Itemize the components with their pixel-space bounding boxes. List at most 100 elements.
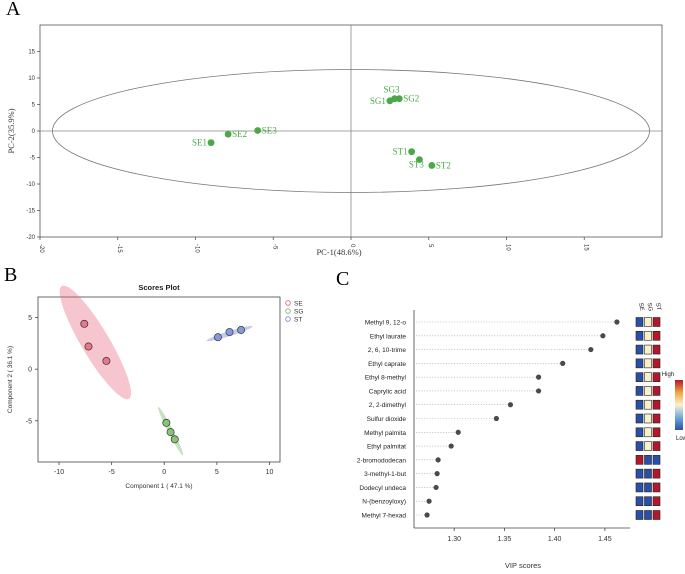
feature-label: Methyl 7-hexad: [362, 513, 407, 520]
legend-marker: [285, 308, 291, 314]
x-tick-label: -5: [109, 469, 115, 476]
heatmap-cell: [644, 455, 652, 465]
feature-label: Caprylic acid: [369, 388, 407, 395]
data-point: [166, 428, 175, 437]
x-tick-label: -15: [116, 244, 122, 253]
heatmap-cell: [652, 413, 661, 424]
panel-label-b: B: [4, 264, 18, 286]
data-point: [207, 139, 215, 147]
heatmap-cell: [652, 358, 661, 369]
data-point: [416, 156, 423, 164]
heatmap-cell: [635, 482, 644, 493]
feature-label: Dodecyl undeca: [359, 485, 406, 492]
data-point: [254, 127, 262, 134]
data-point: [102, 356, 111, 365]
point-label: SE3: [262, 125, 278, 135]
data-point: [391, 95, 398, 103]
vip-point: [448, 443, 454, 449]
heatmap-cell: [652, 441, 661, 451]
feature-label: 2, 2-dimethyl: [369, 402, 407, 409]
x-tick-label: -20: [38, 244, 44, 253]
heatmap-cell: [635, 372, 644, 382]
heatmap-cell: [644, 317, 652, 327]
heatmap-cell: [644, 510, 652, 520]
heatmap-cell: [644, 386, 652, 396]
point-label: ST3: [409, 160, 425, 170]
heatmap-cell: [644, 358, 652, 369]
colorbar-low-label: Low: [676, 436, 685, 442]
x-tick-label: 0: [349, 244, 355, 248]
heatmap-cell: [652, 510, 661, 520]
heatmap-cell: [644, 482, 652, 493]
x-tick-label: 1.30: [447, 536, 461, 543]
feature-label: Methyl palmita: [364, 430, 406, 437]
feature-label: Ethyl caprate: [368, 361, 406, 368]
data-point: [170, 435, 179, 444]
legend-marker: [285, 316, 291, 322]
point-label: ST1: [393, 147, 408, 157]
y-tick-label: 5: [32, 103, 36, 109]
vip-point: [507, 402, 514, 408]
x-tick-label: -10: [194, 244, 200, 253]
point-label: SE1: [192, 138, 207, 148]
x-tick-label: 10: [505, 244, 511, 251]
heatmap-cell: [652, 482, 661, 493]
data-point: [84, 342, 93, 351]
x-tick-label: 5: [427, 244, 433, 248]
heatmap-cell: [635, 413, 644, 424]
vip-point: [424, 512, 430, 518]
heatmap-cell: [652, 330, 661, 341]
point-label: SG2: [403, 94, 419, 104]
data-point: [224, 130, 232, 138]
group-ellipse-se: [59, 285, 131, 400]
x-axis-label: PC-1(48.6%): [316, 247, 361, 257]
heatmap-cell: [635, 441, 644, 451]
panel-label-a: A: [6, 0, 21, 20]
heatmap-cell: [644, 468, 652, 479]
heatmap-column-label: SG: [646, 302, 653, 312]
heatmap-cell: [635, 386, 644, 396]
legend-marker: [285, 300, 291, 306]
y-tick-label: 5: [28, 315, 32, 322]
x-tick-label: -10: [54, 469, 64, 476]
y-tick-label: -15: [26, 209, 35, 215]
vip-point: [588, 346, 594, 353]
heatmap-column-label: ST: [654, 302, 661, 311]
heatmap-cell: [635, 496, 644, 507]
legend-label: ST: [294, 317, 302, 324]
heatmap-cell: [644, 427, 652, 438]
heatmap-cell: [652, 344, 661, 355]
y-axis-label: PC-2(35.9%): [6, 108, 16, 153]
vip-point: [426, 498, 432, 504]
heatmap-cell: [635, 455, 644, 465]
heatmap-cell: [644, 372, 652, 382]
feature-label: 2-bromododecan: [357, 457, 407, 464]
x-tick-label: -5: [271, 244, 277, 250]
feature-label: N-(benzoyloxy): [362, 499, 406, 506]
heatmap-cell: [635, 468, 644, 479]
heatmap-cell: [635, 510, 644, 520]
y-tick-label: 10: [28, 76, 35, 82]
heatmap-cell: [652, 455, 661, 465]
feature-label: Sulfur dioxide: [367, 416, 407, 423]
heatmap-cell: [652, 317, 661, 327]
feature-label: Methyl 9, 12-o: [365, 320, 407, 327]
plot-frame: [37, 296, 281, 463]
heatmap-cell: [635, 344, 644, 355]
data-point: [428, 162, 436, 169]
point-label: ST2: [436, 160, 451, 170]
panel-label-c: C: [336, 268, 350, 290]
x-tick-label: 5: [215, 469, 219, 476]
y-tick-label: -10: [26, 182, 35, 188]
vip-point: [434, 471, 440, 477]
vip-point: [493, 415, 499, 422]
y-tick-label: -5: [26, 418, 32, 425]
heatmap-cell: [652, 468, 661, 479]
heatmap-cell: [635, 317, 644, 327]
colorbar: [675, 380, 683, 430]
point-label: SE2: [232, 129, 247, 139]
colorbar-high-label: High: [662, 372, 674, 378]
heatmap-cell: [644, 413, 652, 424]
